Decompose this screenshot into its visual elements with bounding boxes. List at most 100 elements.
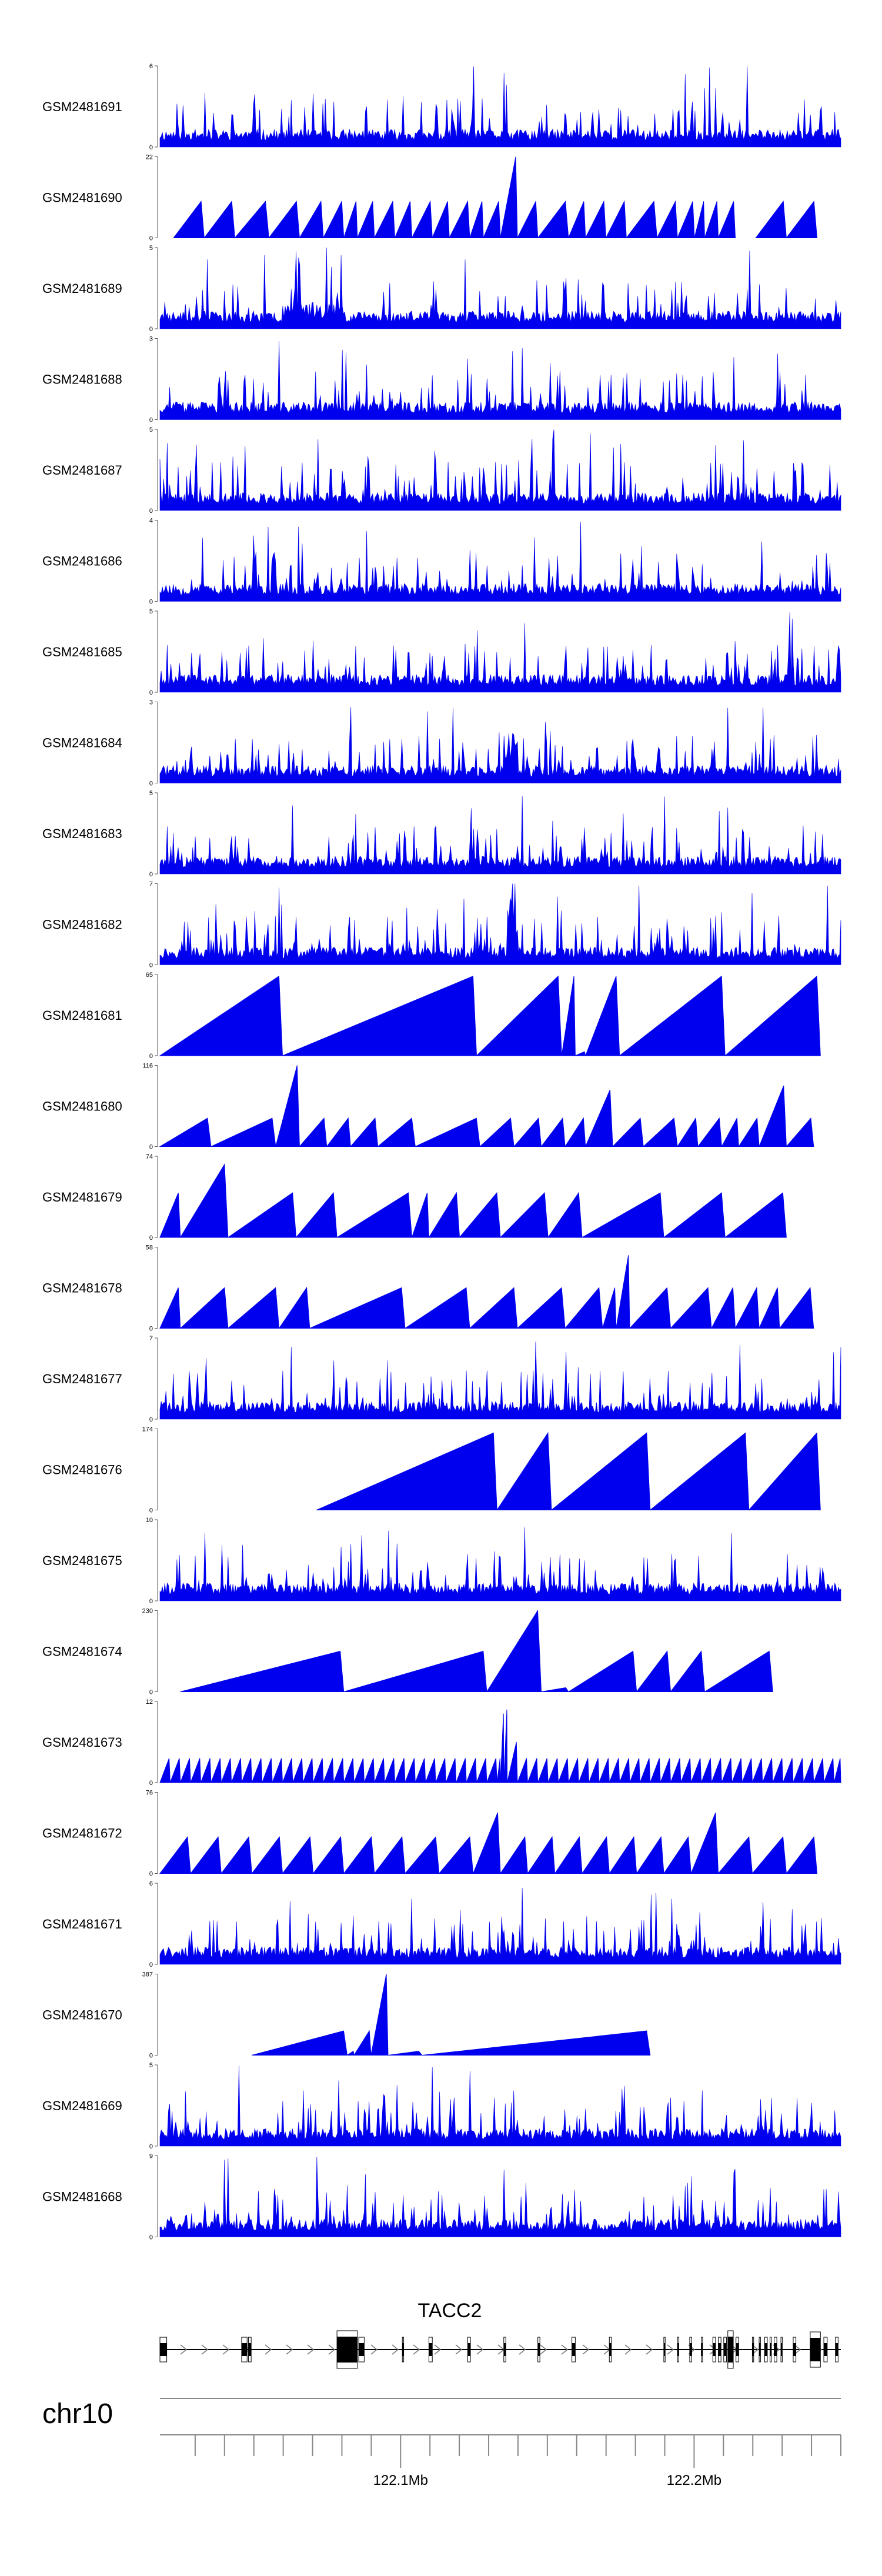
signal-peak	[445, 1758, 457, 1783]
y-min-label: 0	[149, 1144, 153, 1151]
track-label: GSM2481669	[42, 2098, 122, 2113]
strand-arrow	[370, 2344, 378, 2355]
track-label: GSM2481670	[42, 2008, 122, 2023]
signal-peak	[690, 1812, 719, 1874]
strand-arrow	[667, 2344, 674, 2355]
signal-peak	[350, 1117, 379, 1147]
signal-peak	[527, 1758, 539, 1783]
strand-arrow	[328, 2344, 336, 2355]
signal-peak	[220, 1836, 252, 1874]
signal-peak	[179, 1163, 229, 1238]
track-label: GSM2481689	[42, 281, 122, 296]
track-label: GSM2481680	[42, 1099, 122, 1114]
signal-peak	[541, 1687, 569, 1692]
track-label: GSM2481677	[42, 1372, 122, 1386]
signal-peak	[230, 1758, 242, 1783]
signal-peak	[211, 1758, 222, 1783]
track-GSM2481682: GSM2481682 7 0	[42, 881, 841, 969]
signal-peak	[435, 1758, 446, 1783]
y-min-label: 0	[149, 1689, 153, 1696]
signal-peak	[169, 1758, 181, 1783]
signal-peak	[363, 1758, 375, 1783]
signal-coverage	[159, 796, 841, 875]
signal-peak	[782, 1758, 794, 1783]
signal-peak	[200, 1758, 212, 1783]
signal-peak	[295, 1192, 338, 1238]
signal-peak	[180, 1758, 191, 1783]
signal-peak	[731, 1758, 743, 1783]
signal-peak	[422, 2030, 651, 2056]
signal-peak	[500, 156, 518, 238]
signal-peak	[599, 1758, 610, 1783]
signal-peak	[394, 1758, 406, 1783]
signal-peak	[575, 1051, 586, 1056]
track-GSM2481675: GSM2481675 10 0	[42, 1517, 841, 1605]
signal-peak	[159, 1287, 181, 1329]
y-max-label: 3	[149, 336, 153, 343]
signal-peak	[813, 1758, 824, 1783]
y-min-label: 0	[149, 144, 153, 151]
signal-peak	[540, 1117, 566, 1147]
signal-peak	[677, 201, 695, 238]
y-max-label: 174	[142, 1426, 153, 1433]
signal-peak	[190, 1758, 202, 1783]
signal-peak	[639, 1758, 651, 1783]
signal-peak	[772, 1758, 784, 1783]
strand-arrow	[180, 2344, 188, 2355]
signal-peak	[513, 1117, 542, 1147]
signal-peak	[642, 1117, 678, 1147]
track-GSM2481672: GSM2481672 76 0	[42, 1790, 818, 1878]
signal-peak	[486, 1758, 497, 1783]
signal-peak	[616, 1255, 630, 1329]
strand-arrow	[413, 2344, 420, 2355]
signal-peak	[415, 1758, 426, 1783]
signal-peak	[272, 1758, 283, 1783]
signal-peak	[275, 1065, 300, 1147]
exon	[835, 2343, 838, 2356]
signal-coverage	[159, 2157, 841, 2237]
strand-arrow	[455, 2344, 463, 2355]
exon	[337, 2337, 358, 2363]
signal-peak	[486, 1609, 542, 1692]
track-label: GSM2481686	[42, 554, 122, 569]
y-min-label: 0	[149, 1871, 153, 1878]
signal-peak	[588, 1758, 600, 1783]
signal-peak	[374, 1758, 385, 1783]
signal-peak	[833, 1758, 841, 1783]
signal-peak	[227, 1287, 280, 1329]
exon	[718, 2343, 721, 2356]
strand-arrow	[265, 2344, 272, 2355]
signal-peak	[537, 1758, 549, 1783]
signal-coverage	[159, 1527, 841, 1601]
signal-peak	[547, 1192, 583, 1238]
exon	[248, 2343, 252, 2356]
signal-peak	[619, 975, 726, 1056]
signal-peak	[779, 1287, 814, 1329]
signal-peak	[316, 1432, 497, 1510]
y-max-label: 7	[149, 881, 153, 888]
signal-peak	[428, 1192, 460, 1238]
exon	[713, 2343, 716, 2356]
exon	[467, 2343, 471, 2356]
exon	[160, 2343, 167, 2356]
y-max-label: 76	[146, 1790, 153, 1797]
strand-arrow	[582, 2344, 590, 2355]
y-min-label: 0	[149, 1507, 153, 1514]
y-min-label: 0	[149, 962, 153, 969]
track-GSM2481681: GSM2481681 65 0	[42, 972, 821, 1060]
signal-peak	[432, 201, 450, 238]
signal-peak	[636, 1650, 671, 1692]
track-GSM2481677: GSM2481677 7 0	[42, 1335, 841, 1423]
exon	[793, 2343, 796, 2356]
y-max-label: 116	[142, 1063, 153, 1070]
signal-peak	[786, 1117, 814, 1147]
y-max-label: 5	[149, 2062, 153, 2069]
exon	[736, 2343, 739, 2356]
y-max-label: 5	[149, 245, 153, 252]
signal-peak	[629, 1287, 671, 1329]
signal-peak	[278, 1287, 310, 1329]
track-GSM2481683: GSM2481683 5 0	[42, 790, 841, 878]
signal-coverage	[159, 707, 841, 783]
signal-peak	[405, 1758, 416, 1783]
signal-peak	[721, 1117, 739, 1147]
